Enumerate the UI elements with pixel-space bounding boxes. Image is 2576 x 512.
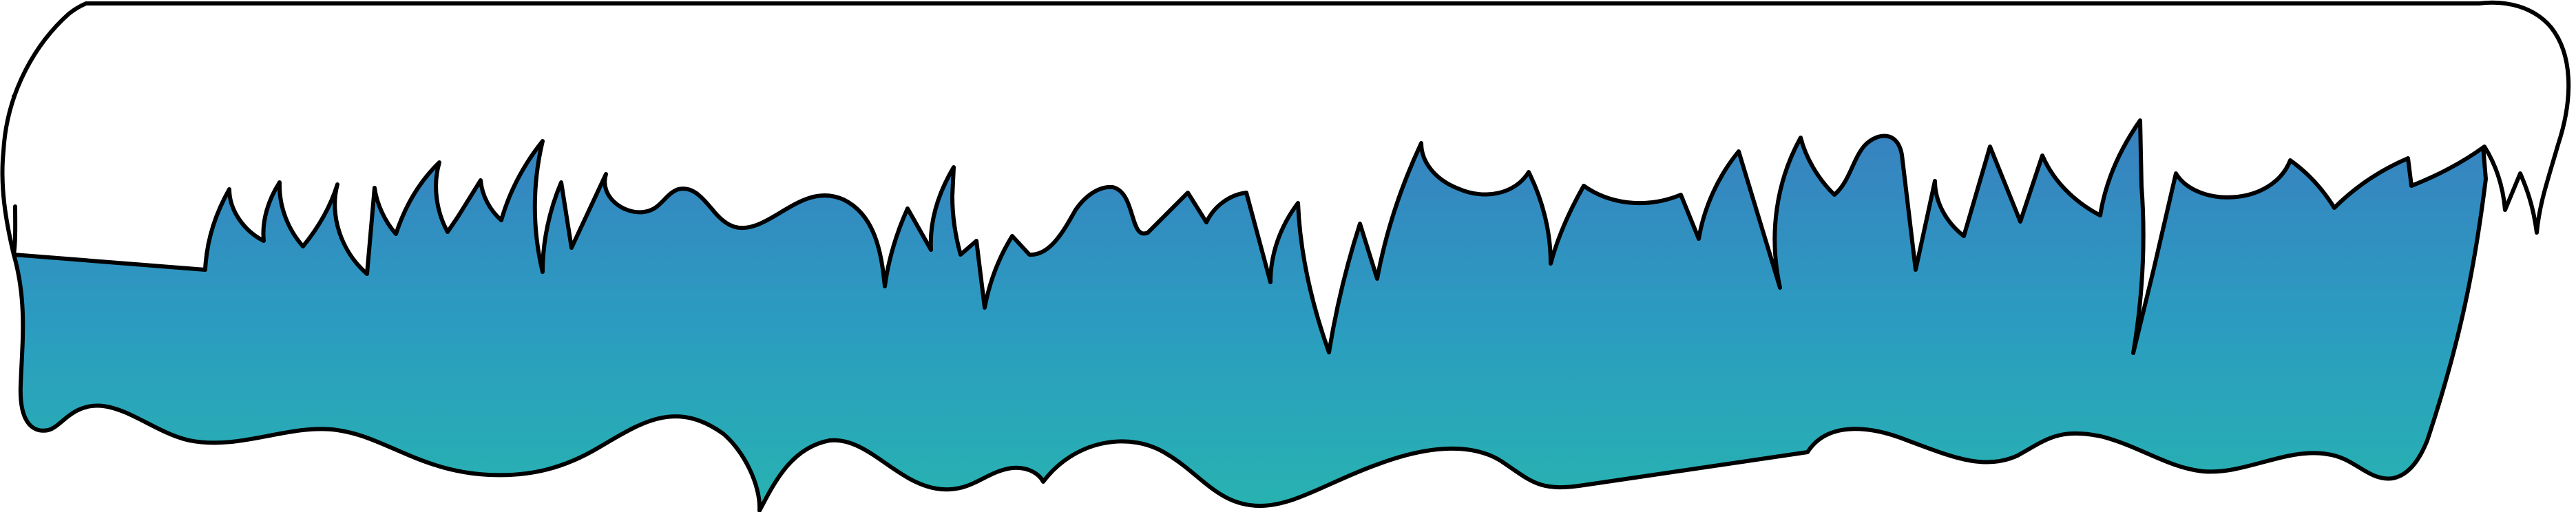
snow-cap: [0, 0, 2571, 355]
ice-left-edge: [12, 204, 18, 257]
